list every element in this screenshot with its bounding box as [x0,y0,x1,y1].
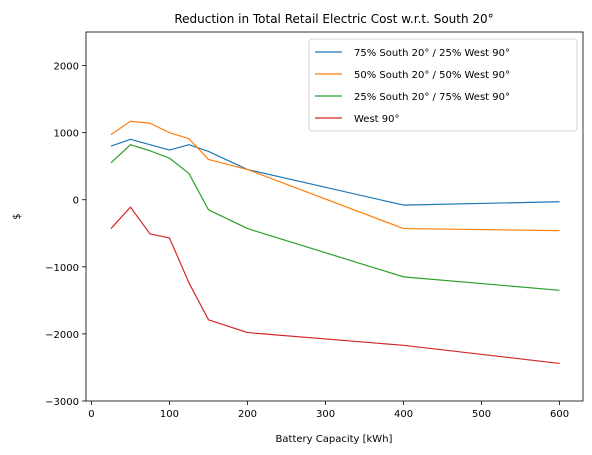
series-line-1 [110,138,560,206]
y-tick-label: −1000 [45,263,79,274]
x-tick-label: 600 [550,409,569,420]
x-tick-label: 500 [472,409,491,420]
y-axis: −3000 −2000 −1000 0 1000 2000 [45,62,86,408]
legend: 75% South 20° / 25% West 90° 50% South 20… [308,38,578,132]
y-tick-label: 1000 [54,129,79,140]
x-tick-label: 400 [394,409,413,420]
x-tick-label: 300 [316,409,335,420]
legend-entry: 75% South 20° / 25% West 90° [354,48,510,59]
x-tick-label: 0 [88,409,94,420]
legend-entry: 25% South 20° / 75% West 90° [354,92,510,103]
y-tick-label: 0 [73,196,79,207]
legend-entry: 50% South 20° / 50% West 90° [354,70,510,81]
y-tick-label: −2000 [45,330,79,341]
chart-title: Reduction in Total Retail Electric Cost … [174,12,493,26]
plot-area [110,120,560,365]
x-axis: 0 100 200 300 400 500 600 [88,401,569,420]
series-line-2 [110,120,560,232]
y-axis-label: $ [12,213,23,219]
y-tick-label: −3000 [45,397,79,408]
x-axis-label: Battery Capacity [kWh] [276,434,393,445]
plot-frame [85,31,584,402]
x-tick-label: 200 [238,409,257,420]
series-line-3 [110,144,560,291]
x-tick-label: 100 [160,409,179,420]
series-line-4 [110,206,560,365]
legend-frame [308,38,578,132]
y-tick-label: 2000 [54,62,79,73]
legend-entry: West 90° [354,114,400,125]
